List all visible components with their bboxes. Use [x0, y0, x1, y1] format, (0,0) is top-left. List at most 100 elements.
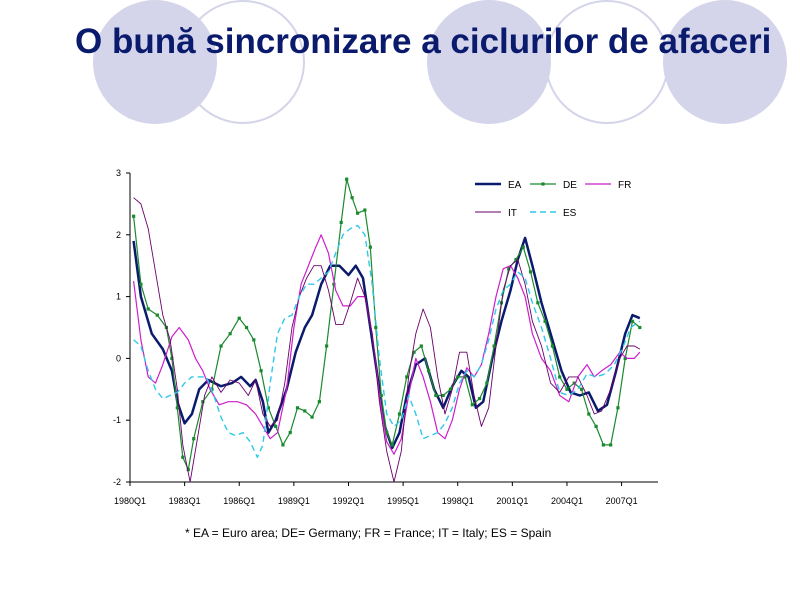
series-point-de: [228, 332, 232, 336]
series-point-de: [536, 301, 540, 305]
series-point-de: [390, 443, 394, 447]
series-point-de: [587, 412, 591, 416]
series-point-de: [181, 455, 185, 459]
series-point-de: [363, 208, 367, 212]
series-line-ea: [132, 236, 641, 450]
legend-label-de: DE: [563, 180, 577, 191]
series-point-de: [295, 406, 300, 410]
y-tick-label: 0: [116, 353, 121, 363]
series-point-de: [558, 375, 562, 379]
series-point-de: [244, 325, 249, 330]
series-point-de: [477, 396, 482, 401]
series-point-de: [397, 412, 402, 416]
series-point-de: [325, 344, 329, 348]
series-point-de: [155, 313, 159, 317]
series-point-de: [594, 424, 598, 428]
series-point-de: [528, 270, 533, 274]
series-line-it: [133, 197, 641, 483]
series-point-de: [456, 375, 460, 379]
series-point-de: [350, 196, 354, 200]
x-tick-label: 1986Q1: [223, 496, 255, 506]
series-point-de: [288, 430, 292, 435]
series-point-de: [550, 344, 554, 348]
series-point-de: [638, 325, 642, 330]
series-point-de: [146, 307, 150, 311]
series-point-de: [385, 430, 389, 435]
series-line-es: [133, 224, 641, 458]
series-point-de: [463, 375, 467, 379]
series-point-de: [514, 257, 518, 262]
series-point-de: [412, 350, 416, 354]
series-point-de: [492, 344, 496, 348]
x-tick-label: 2004Q1: [551, 496, 583, 506]
chart-footnote: * EA = Euro area; DE= Germany; FR = Fran…: [185, 526, 552, 540]
series-point-de: [543, 319, 547, 323]
series-point-de: [355, 211, 360, 215]
decor-circle-2: [181, 0, 305, 124]
series-point-de: [192, 437, 196, 441]
series-point-de: [507, 267, 511, 271]
series-point-de: [374, 325, 378, 330]
series-point-de: [310, 415, 314, 419]
legend-label-es: ES: [563, 208, 577, 219]
series-point-de: [630, 319, 635, 323]
y-tick-label: 3: [116, 168, 121, 178]
series-point-de: [565, 387, 569, 391]
series-point-de: [470, 403, 474, 407]
series-point-de: [219, 344, 223, 348]
series-point-de: [419, 344, 423, 348]
series-point-de: [317, 400, 321, 404]
series-point-de: [572, 381, 576, 385]
series-point-de: [259, 369, 263, 373]
series-point-de: [345, 177, 349, 181]
series-point-de: [616, 406, 620, 410]
legend-label-fr: FR: [618, 180, 631, 191]
series-line-fr: [133, 234, 641, 455]
legend-marker-de: [541, 182, 545, 186]
series-point-de: [579, 387, 584, 391]
series-point-de: [303, 409, 307, 413]
x-tick-label: 2001Q1: [496, 496, 528, 506]
y-tick-label: 2: [116, 230, 121, 240]
series-point-de: [379, 393, 383, 398]
slide-title: O bună sincronizare a ciclurilor de afac…: [75, 22, 772, 61]
series-point-de: [266, 406, 270, 410]
series-point-de: [237, 316, 241, 320]
series-point-de: [441, 393, 445, 398]
y-tick-label: 1: [116, 292, 121, 302]
series-point-de: [609, 443, 613, 447]
series-point-de: [339, 220, 343, 225]
series-point-de: [434, 393, 438, 398]
series-line-de: [133, 178, 641, 471]
x-tick-label: 1995Q1: [387, 496, 419, 506]
x-tick-label: 1989Q1: [278, 496, 310, 506]
series-point-de: [368, 245, 372, 249]
series-point-de: [186, 468, 190, 472]
series-point-de: [139, 282, 143, 286]
series-point-de: [485, 381, 489, 385]
series-point-de: [426, 369, 431, 373]
series-point-de: [274, 424, 278, 428]
decor-circle-5: [663, 0, 787, 124]
y-tick-label: -2: [113, 477, 121, 487]
series-point-de: [170, 356, 174, 360]
series-point-de: [252, 338, 256, 342]
x-tick-label: 1980Q1: [114, 496, 146, 506]
x-tick-label: 2007Q1: [606, 496, 638, 506]
decor-circle-3: [427, 0, 551, 124]
x-tick-label: 1992Q1: [332, 496, 364, 506]
series-point-de: [281, 443, 285, 447]
y-tick-label: -1: [113, 415, 121, 425]
legend-label-it: IT: [508, 208, 517, 219]
series-point-de: [175, 406, 179, 410]
x-tick-label: 1983Q1: [169, 496, 201, 506]
series-point-de: [601, 443, 605, 447]
series-point-de: [521, 245, 525, 249]
series-point-de: [132, 214, 136, 218]
legend-label-ea: EA: [508, 180, 522, 191]
series-point-de: [201, 400, 205, 404]
series-point-de: [448, 387, 453, 391]
x-tick-label: 1998Q1: [442, 496, 474, 506]
series-point-de: [623, 356, 627, 360]
